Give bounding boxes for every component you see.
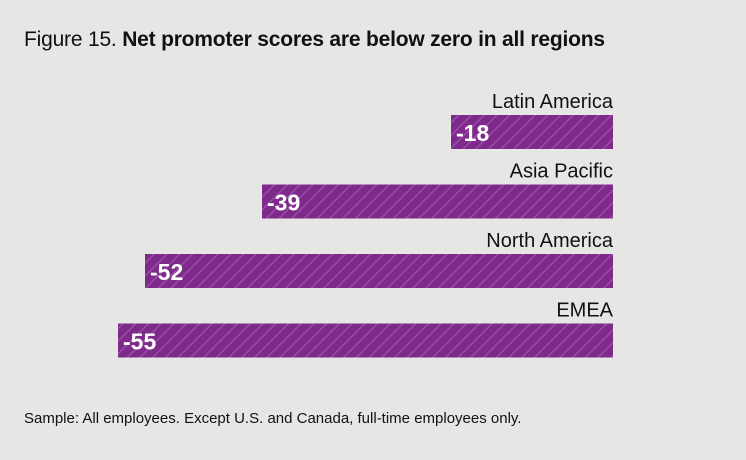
bar-north-america (145, 254, 613, 288)
chart-title: Figure 15. Net promoter scores are below… (24, 28, 605, 52)
category-label-latin-america: Latin America (492, 91, 614, 113)
value-label-emea: -55 (123, 329, 156, 355)
bar-asia-pacific (262, 184, 613, 219)
bar-latin-america (451, 115, 613, 149)
footnote: Sample: All employees. Except U.S. and C… (24, 410, 522, 427)
value-label-asia-pacific: -39 (267, 190, 300, 216)
value-label-latin-america: -18 (456, 120, 489, 146)
category-label-emea: EMEA (556, 300, 613, 322)
category-label-north-america: North America (486, 230, 614, 252)
bars-group: Latin America-18 Asia Pacific -39 North Ame… (118, 91, 614, 358)
value-label-north-america: -52 (150, 259, 183, 285)
figure-label: Figure 15. (24, 28, 117, 51)
bar-emea (118, 323, 613, 358)
category-label-asia-pacific: Asia Pacific (510, 161, 613, 183)
figure-title: Net promoter scores are below zero in al… (122, 28, 605, 51)
